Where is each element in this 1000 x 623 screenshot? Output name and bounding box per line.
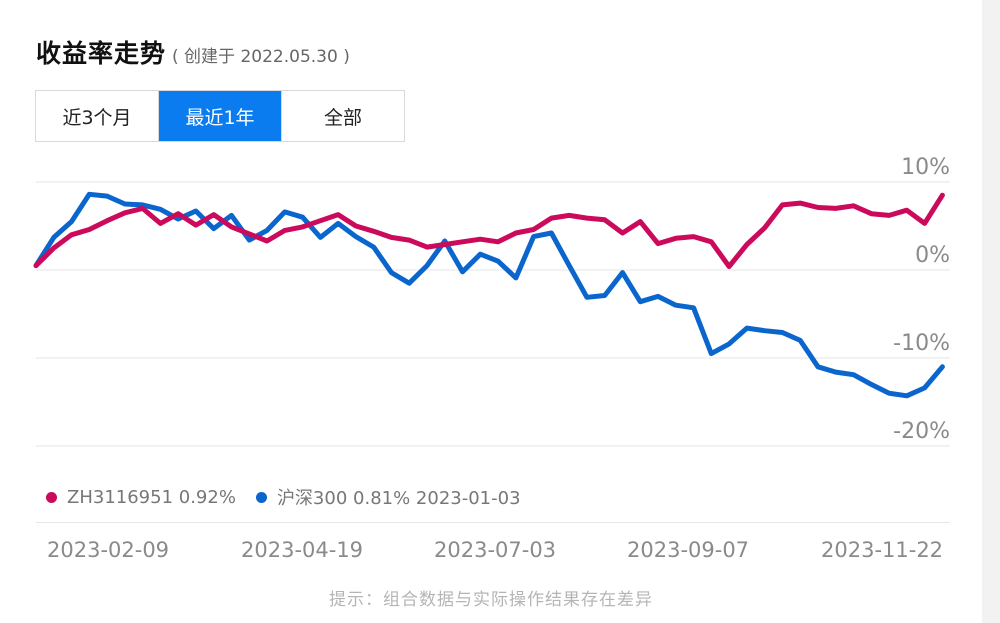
chart-legend: ZH3116951 0.92% 沪深300 0.81% 2023-01-03 — [46, 484, 541, 510]
return-line-chart[interactable]: 10% 0% -10% -20% — [0, 140, 982, 460]
tab-all[interactable]: 全部 — [282, 91, 404, 141]
y-tick-label: -10% — [893, 331, 950, 356]
legend-index: 沪深300 0.81% 2023-01-03 — [255, 484, 521, 510]
x-tick-label: 2023-11-22 — [821, 538, 944, 562]
index-series-line — [33, 191, 945, 399]
tab-1-year[interactable]: 最近1年 — [159, 91, 282, 141]
y-tick-label: 10% — [901, 155, 950, 180]
chart-header: 收益率走势 ( 创建于 2022.05.30 ) — [36, 34, 350, 74]
legend-portfolio: ZH3116951 0.92% — [46, 487, 236, 508]
x-axis: 2023-02-09 2023-04-19 2023-07-03 2023-09… — [0, 522, 982, 572]
x-tick-label: 2023-02-09 — [47, 538, 170, 562]
created-date: ( 创建于 2022.05.30 ) — [172, 47, 350, 67]
y-axis-ticks: 10% 0% -10% -20% — [893, 155, 950, 444]
index-legend-dot-icon — [255, 491, 267, 503]
x-axis-line — [36, 522, 950, 523]
chart-title: 收益率走势 — [36, 39, 167, 68]
period-tabs: 近3个月 最近1年 全部 — [35, 90, 405, 142]
portfolio-series-line — [33, 192, 945, 269]
disclaimer-tip: 提示：组合数据与实际操作结果存在差异 — [329, 590, 653, 610]
tab-3-months[interactable]: 近3个月 — [36, 91, 159, 141]
portfolio-legend-label: ZH3116951 0.92% — [67, 486, 236, 508]
x-tick-label: 2023-04-19 — [241, 538, 364, 562]
y-tick-label: -20% — [893, 419, 950, 444]
x-tick-label: 2023-07-03 — [434, 538, 557, 562]
y-tick-label: 0% — [915, 243, 950, 268]
index-legend-label: 沪深300 0.81% 2023-01-03 — [276, 488, 521, 509]
chart-grid — [36, 181, 950, 447]
x-tick-label: 2023-09-07 — [627, 538, 750, 562]
portfolio-legend-dot-icon — [46, 491, 57, 503]
